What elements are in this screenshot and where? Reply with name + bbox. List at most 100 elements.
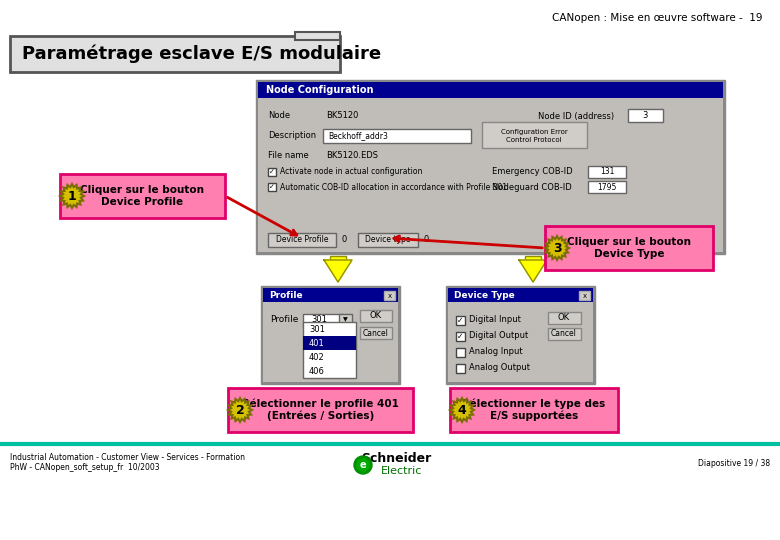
FancyBboxPatch shape <box>628 109 663 122</box>
Text: 2: 2 <box>236 403 244 416</box>
Text: Configuration Error
Control Protocol: Configuration Error Control Protocol <box>501 129 567 143</box>
FancyBboxPatch shape <box>588 181 626 193</box>
Polygon shape <box>60 184 84 208</box>
Text: BK5120.EDS: BK5120.EDS <box>326 152 378 160</box>
Text: Description: Description <box>268 132 316 140</box>
Text: Node Configuration: Node Configuration <box>266 85 374 95</box>
Text: 3: 3 <box>553 241 562 254</box>
Text: Sélectionner le profile 401
(Entrées / Sorties): Sélectionner le profile 401 (Entrées / S… <box>242 399 399 421</box>
Circle shape <box>354 456 372 474</box>
Text: OK: OK <box>370 312 382 321</box>
Text: Industrial Automation - Customer View - Services - Formation: Industrial Automation - Customer View - … <box>10 453 245 462</box>
FancyBboxPatch shape <box>579 291 590 300</box>
Polygon shape <box>545 236 569 260</box>
Text: Profile: Profile <box>269 291 303 300</box>
FancyBboxPatch shape <box>525 256 541 260</box>
Text: Device Type: Device Type <box>454 291 515 300</box>
Polygon shape <box>519 260 547 282</box>
Text: x: x <box>583 293 587 299</box>
FancyBboxPatch shape <box>448 288 593 302</box>
Text: 1795: 1795 <box>597 183 617 192</box>
Text: Profile: Profile <box>270 315 299 325</box>
FancyBboxPatch shape <box>360 327 392 339</box>
FancyBboxPatch shape <box>360 310 392 322</box>
Text: Nodeguard COB-ID: Nodeguard COB-ID <box>492 183 572 192</box>
Text: 301: 301 <box>311 315 327 325</box>
Text: e: e <box>360 460 367 470</box>
Text: 1: 1 <box>68 190 76 202</box>
FancyBboxPatch shape <box>456 316 465 325</box>
Text: Device type: Device type <box>365 235 411 245</box>
Text: 301: 301 <box>309 325 325 334</box>
Circle shape <box>357 459 369 471</box>
FancyBboxPatch shape <box>261 286 400 384</box>
FancyBboxPatch shape <box>263 288 398 302</box>
Text: Schneider: Schneider <box>361 451 431 464</box>
Text: Cancel: Cancel <box>551 329 577 339</box>
Text: Node ID (address): Node ID (address) <box>538 111 614 120</box>
Text: Cliquer sur le bouton
Device Type: Cliquer sur le bouton Device Type <box>567 237 691 259</box>
Text: Emergency COB-ID: Emergency COB-ID <box>492 167 573 177</box>
Text: Node: Node <box>268 111 290 120</box>
Text: 406: 406 <box>309 367 325 375</box>
Text: x: x <box>388 293 392 299</box>
FancyBboxPatch shape <box>303 336 356 350</box>
Text: Analog Input: Analog Input <box>469 348 523 356</box>
Text: CANopen : Mise en œuvre software -  19: CANopen : Mise en œuvre software - 19 <box>551 13 762 23</box>
Text: Sélectionner le type des
E/S supportées: Sélectionner le type des E/S supportées <box>463 399 605 421</box>
Text: 401: 401 <box>309 339 324 348</box>
Text: Electric: Electric <box>381 466 423 476</box>
FancyBboxPatch shape <box>448 288 593 382</box>
Text: Analog Output: Analog Output <box>469 363 530 373</box>
Text: ✓: ✓ <box>457 315 463 325</box>
Text: Cliquer sur le bouton
Device Profile: Cliquer sur le bouton Device Profile <box>80 185 204 207</box>
FancyBboxPatch shape <box>446 286 595 384</box>
FancyBboxPatch shape <box>545 226 713 270</box>
Text: Cancel: Cancel <box>363 328 389 338</box>
FancyBboxPatch shape <box>303 322 356 378</box>
FancyBboxPatch shape <box>268 183 276 191</box>
FancyBboxPatch shape <box>588 166 626 178</box>
FancyBboxPatch shape <box>268 168 276 176</box>
Text: ✓: ✓ <box>269 169 275 175</box>
Text: Digital Input: Digital Input <box>469 315 521 325</box>
FancyBboxPatch shape <box>295 32 340 40</box>
FancyBboxPatch shape <box>60 174 225 218</box>
FancyBboxPatch shape <box>330 256 346 260</box>
FancyBboxPatch shape <box>456 348 465 357</box>
FancyBboxPatch shape <box>268 233 336 247</box>
Text: 0: 0 <box>341 235 346 245</box>
FancyBboxPatch shape <box>263 288 398 382</box>
FancyBboxPatch shape <box>323 129 471 143</box>
FancyBboxPatch shape <box>456 364 465 373</box>
FancyBboxPatch shape <box>303 314 343 327</box>
Polygon shape <box>324 260 352 282</box>
FancyBboxPatch shape <box>339 314 352 327</box>
Text: Digital Output: Digital Output <box>469 332 528 341</box>
Polygon shape <box>228 398 252 422</box>
FancyBboxPatch shape <box>258 82 723 252</box>
Text: Beckhoff_addr3: Beckhoff_addr3 <box>328 132 388 140</box>
FancyBboxPatch shape <box>450 388 618 432</box>
Text: BK5120: BK5120 <box>326 111 358 120</box>
Text: Paramétrage esclave E/S modulaire: Paramétrage esclave E/S modulaire <box>22 45 381 63</box>
Text: ▼: ▼ <box>342 318 347 322</box>
Text: PhW - CANopen_soft_setup_fr  10/2003: PhW - CANopen_soft_setup_fr 10/2003 <box>10 463 160 472</box>
FancyBboxPatch shape <box>548 312 581 324</box>
FancyBboxPatch shape <box>258 82 723 98</box>
Polygon shape <box>450 398 474 422</box>
FancyBboxPatch shape <box>456 332 465 341</box>
FancyBboxPatch shape <box>384 291 395 300</box>
Text: 131: 131 <box>600 167 614 177</box>
Text: OK: OK <box>558 314 570 322</box>
FancyBboxPatch shape <box>358 233 418 247</box>
FancyBboxPatch shape <box>548 328 581 340</box>
Text: Diapositive 19 / 38: Diapositive 19 / 38 <box>698 458 770 468</box>
Text: 0: 0 <box>423 235 428 245</box>
FancyBboxPatch shape <box>10 36 340 72</box>
Text: ✓: ✓ <box>269 184 275 190</box>
Text: Activate node in actual configuration: Activate node in actual configuration <box>280 167 423 177</box>
Text: 4: 4 <box>458 403 466 416</box>
FancyBboxPatch shape <box>228 388 413 432</box>
FancyBboxPatch shape <box>256 80 725 254</box>
